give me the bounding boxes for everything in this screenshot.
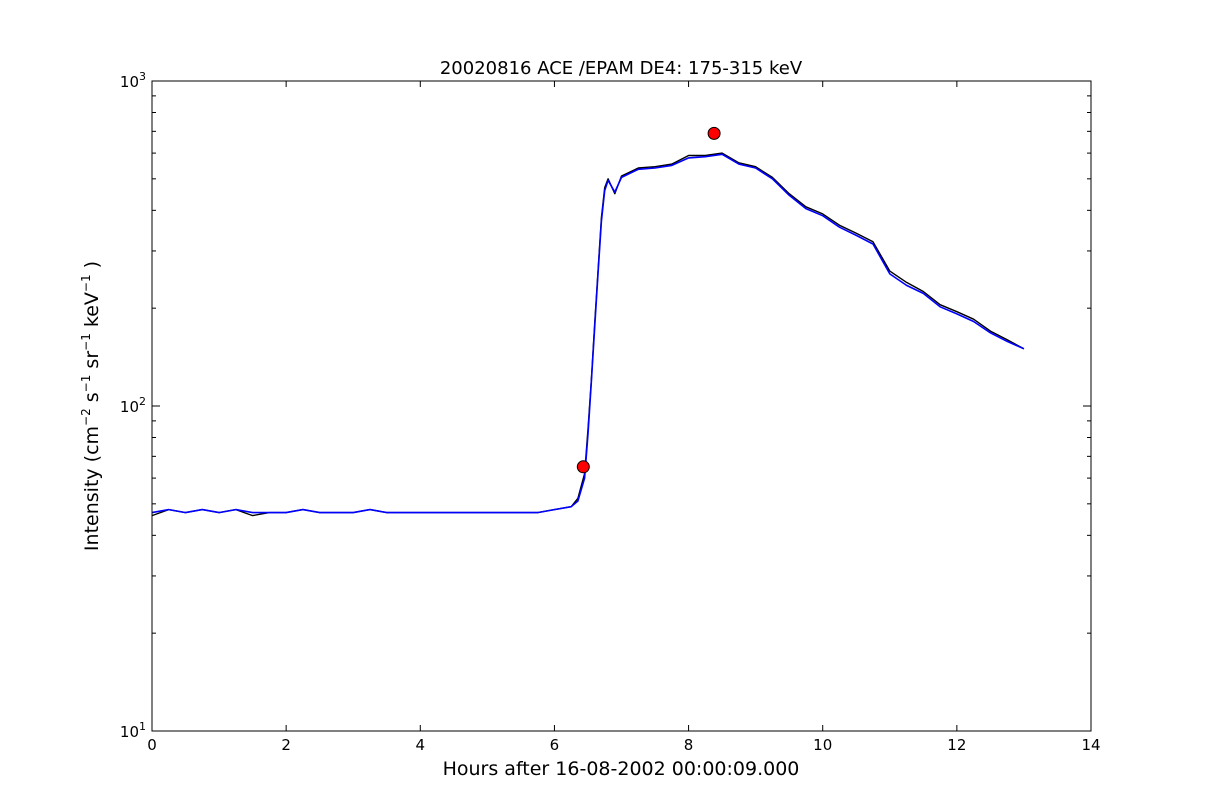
y-axis-label-mid3: keV (81, 292, 103, 333)
y-axis-label-base: Intensity (cm (81, 426, 103, 551)
y-tick-label: 102 (120, 395, 146, 416)
y-axis-label-mid2: sr (81, 351, 103, 375)
x-tick-label: 8 (684, 736, 694, 754)
x-tick-label: 12 (947, 736, 966, 754)
x-axis-label: Hours after 16-08-2002 00:00:09.000 (443, 758, 800, 780)
y-axis-label-mid1: s (81, 392, 103, 408)
y-axis-label-exp2: −1 (79, 375, 93, 393)
x-tick-label: 14 (1081, 736, 1100, 754)
event-marker-1 (576, 460, 590, 474)
y-axis-label-exp1: −2 (79, 408, 93, 426)
x-tick-label: 6 (550, 736, 560, 754)
series-line-smoothed (151, 153, 1025, 514)
event-marker-2 (707, 126, 721, 140)
marker-layer (576, 126, 721, 474)
chart-title: 20020816 ACE /EPAM DE4: 175-315 keV (440, 58, 803, 79)
y-tick-label: 101 (120, 720, 146, 741)
y-axis-label: Intensity (cm−2 s−1 sr−1 keV−1 ) (79, 261, 103, 551)
series-layer (151, 152, 1025, 517)
y-tick-label: 103 (120, 70, 146, 91)
y-axis-label-exp3: −1 (79, 333, 93, 351)
x-tick-label: 10 (813, 736, 832, 754)
y-axis-label-exp4: −1 (79, 274, 93, 292)
x-ticks: 0 2 4 6 8 10 12 14 (147, 81, 1101, 754)
x-tick-label: 0 (147, 736, 157, 754)
y-ticks: 101 102 103 (120, 70, 1091, 741)
y-axis-label-end: ) (81, 261, 103, 274)
plot-area (152, 81, 1091, 731)
x-tick-label: 2 (281, 736, 291, 754)
x-tick-label: 4 (416, 736, 426, 754)
